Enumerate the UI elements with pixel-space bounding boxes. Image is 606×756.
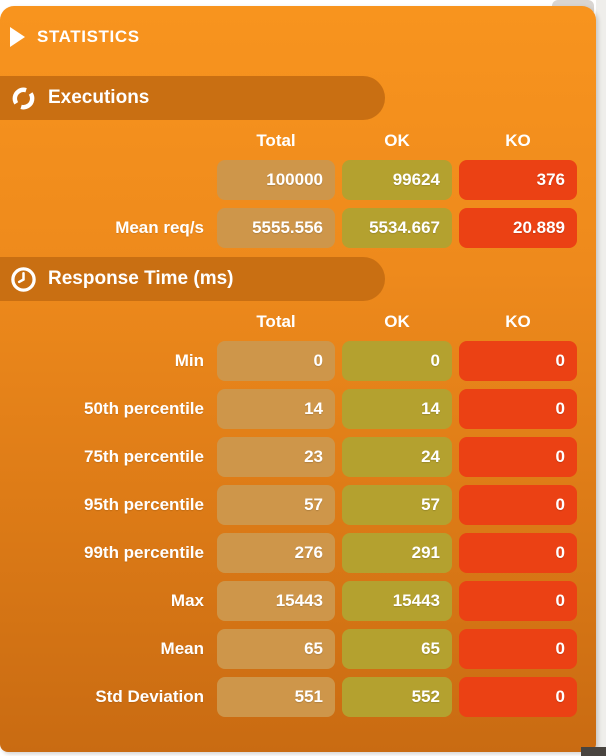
statistics-panel: STATISTICS Executions Total OK KO 100000… [0,6,596,752]
stat-cell-total: 14 [217,389,335,429]
stat-cell-ok: 15443 [342,581,452,621]
table-row-mean-reqs: Mean req/s 5555.556 5534.667 20.889 [0,208,596,248]
column-header-ok: OK [384,312,410,331]
refresh-icon [10,85,37,112]
table-row-stddev: Std Deviation 551 552 0 [0,677,596,717]
column-header-total: Total [256,312,296,331]
table-row-max: Max 15443 15443 0 [0,581,596,621]
executions-section-title: Executions [48,87,150,108]
stat-cell-ko: 0 [459,677,577,717]
table-row-p50: 50th percentile 14 14 0 [0,389,596,429]
row-label: 50th percentile [84,399,204,418]
column-header-total: Total [256,131,296,150]
scrollbar-corner [581,747,606,756]
row-label-header [0,309,210,335]
column-header-ok: OK [384,131,410,150]
row-label-header [0,128,210,154]
executions-header-row: Total OK KO [0,128,596,154]
stat-cell-ok: 24 [342,437,452,477]
row-label: Mean req/s [115,218,204,237]
stat-cell-ok: 5534.667 [342,208,452,248]
row-label: 95th percentile [84,495,204,514]
row-label: Max [170,591,204,610]
clock-icon [10,266,37,293]
stat-cell-total: 57 [217,485,335,525]
row-label: Min [174,351,204,370]
response-time-section-header: Response Time (ms) [0,257,385,301]
row-label [0,160,210,200]
stat-cell-ko: 376 [459,160,577,200]
page-right-gutter [596,0,606,756]
executions-table: Total OK KO 100000 99624 376 Mean req/s … [0,128,596,248]
stat-cell-ko: 0 [459,485,577,525]
stat-cell-ko: 0 [459,437,577,477]
table-row-p75: 75th percentile 23 24 0 [0,437,596,477]
table-row-min: Min 0 0 0 [0,341,596,381]
executions-section-header: Executions [0,76,385,120]
response-time-table: Total OK KO Min 0 0 0 50th percentile 14… [0,309,596,717]
stat-cell-total: 23 [217,437,335,477]
response-time-section-title: Response Time (ms) [48,268,234,289]
stat-cell-total: 0 [217,341,335,381]
stat-cell-ko: 0 [459,389,577,429]
stat-cell-ok: 0 [342,341,452,381]
stat-cell-ok: 65 [342,629,452,669]
column-header-ko: KO [505,131,531,150]
collapse-triangle-icon [10,27,25,47]
panel-title: STATISTICS [37,27,140,46]
stat-cell-total: 5555.556 [217,208,335,248]
column-header-ko: KO [505,312,531,331]
stat-cell-total: 100000 [217,160,335,200]
table-row-p99: 99th percentile 276 291 0 [0,533,596,573]
row-label: 99th percentile [84,543,204,562]
table-row-p95: 95th percentile 57 57 0 [0,485,596,525]
stat-cell-total: 551 [217,677,335,717]
stat-cell-ok: 14 [342,389,452,429]
stat-cell-ko: 0 [459,581,577,621]
stat-cell-ko: 0 [459,341,577,381]
stat-cell-total: 276 [217,533,335,573]
statistics-collapse-header[interactable]: STATISTICS [0,6,596,52]
table-row-requests-count: 100000 99624 376 [0,160,596,200]
stat-cell-ko: 20.889 [459,208,577,248]
stat-cell-ok: 57 [342,485,452,525]
stat-cell-ko: 0 [459,533,577,573]
row-label: Std Deviation [95,687,204,706]
table-row-mean: Mean 65 65 0 [0,629,596,669]
stat-cell-ok: 99624 [342,160,452,200]
stat-cell-ok: 291 [342,533,452,573]
stat-cell-total: 65 [217,629,335,669]
row-label: 75th percentile [84,447,204,466]
stat-cell-ko: 0 [459,629,577,669]
response-time-header-row: Total OK KO [0,309,596,335]
stat-cell-total: 15443 [217,581,335,621]
row-label: Mean [160,639,204,658]
stat-cell-ok: 552 [342,677,452,717]
